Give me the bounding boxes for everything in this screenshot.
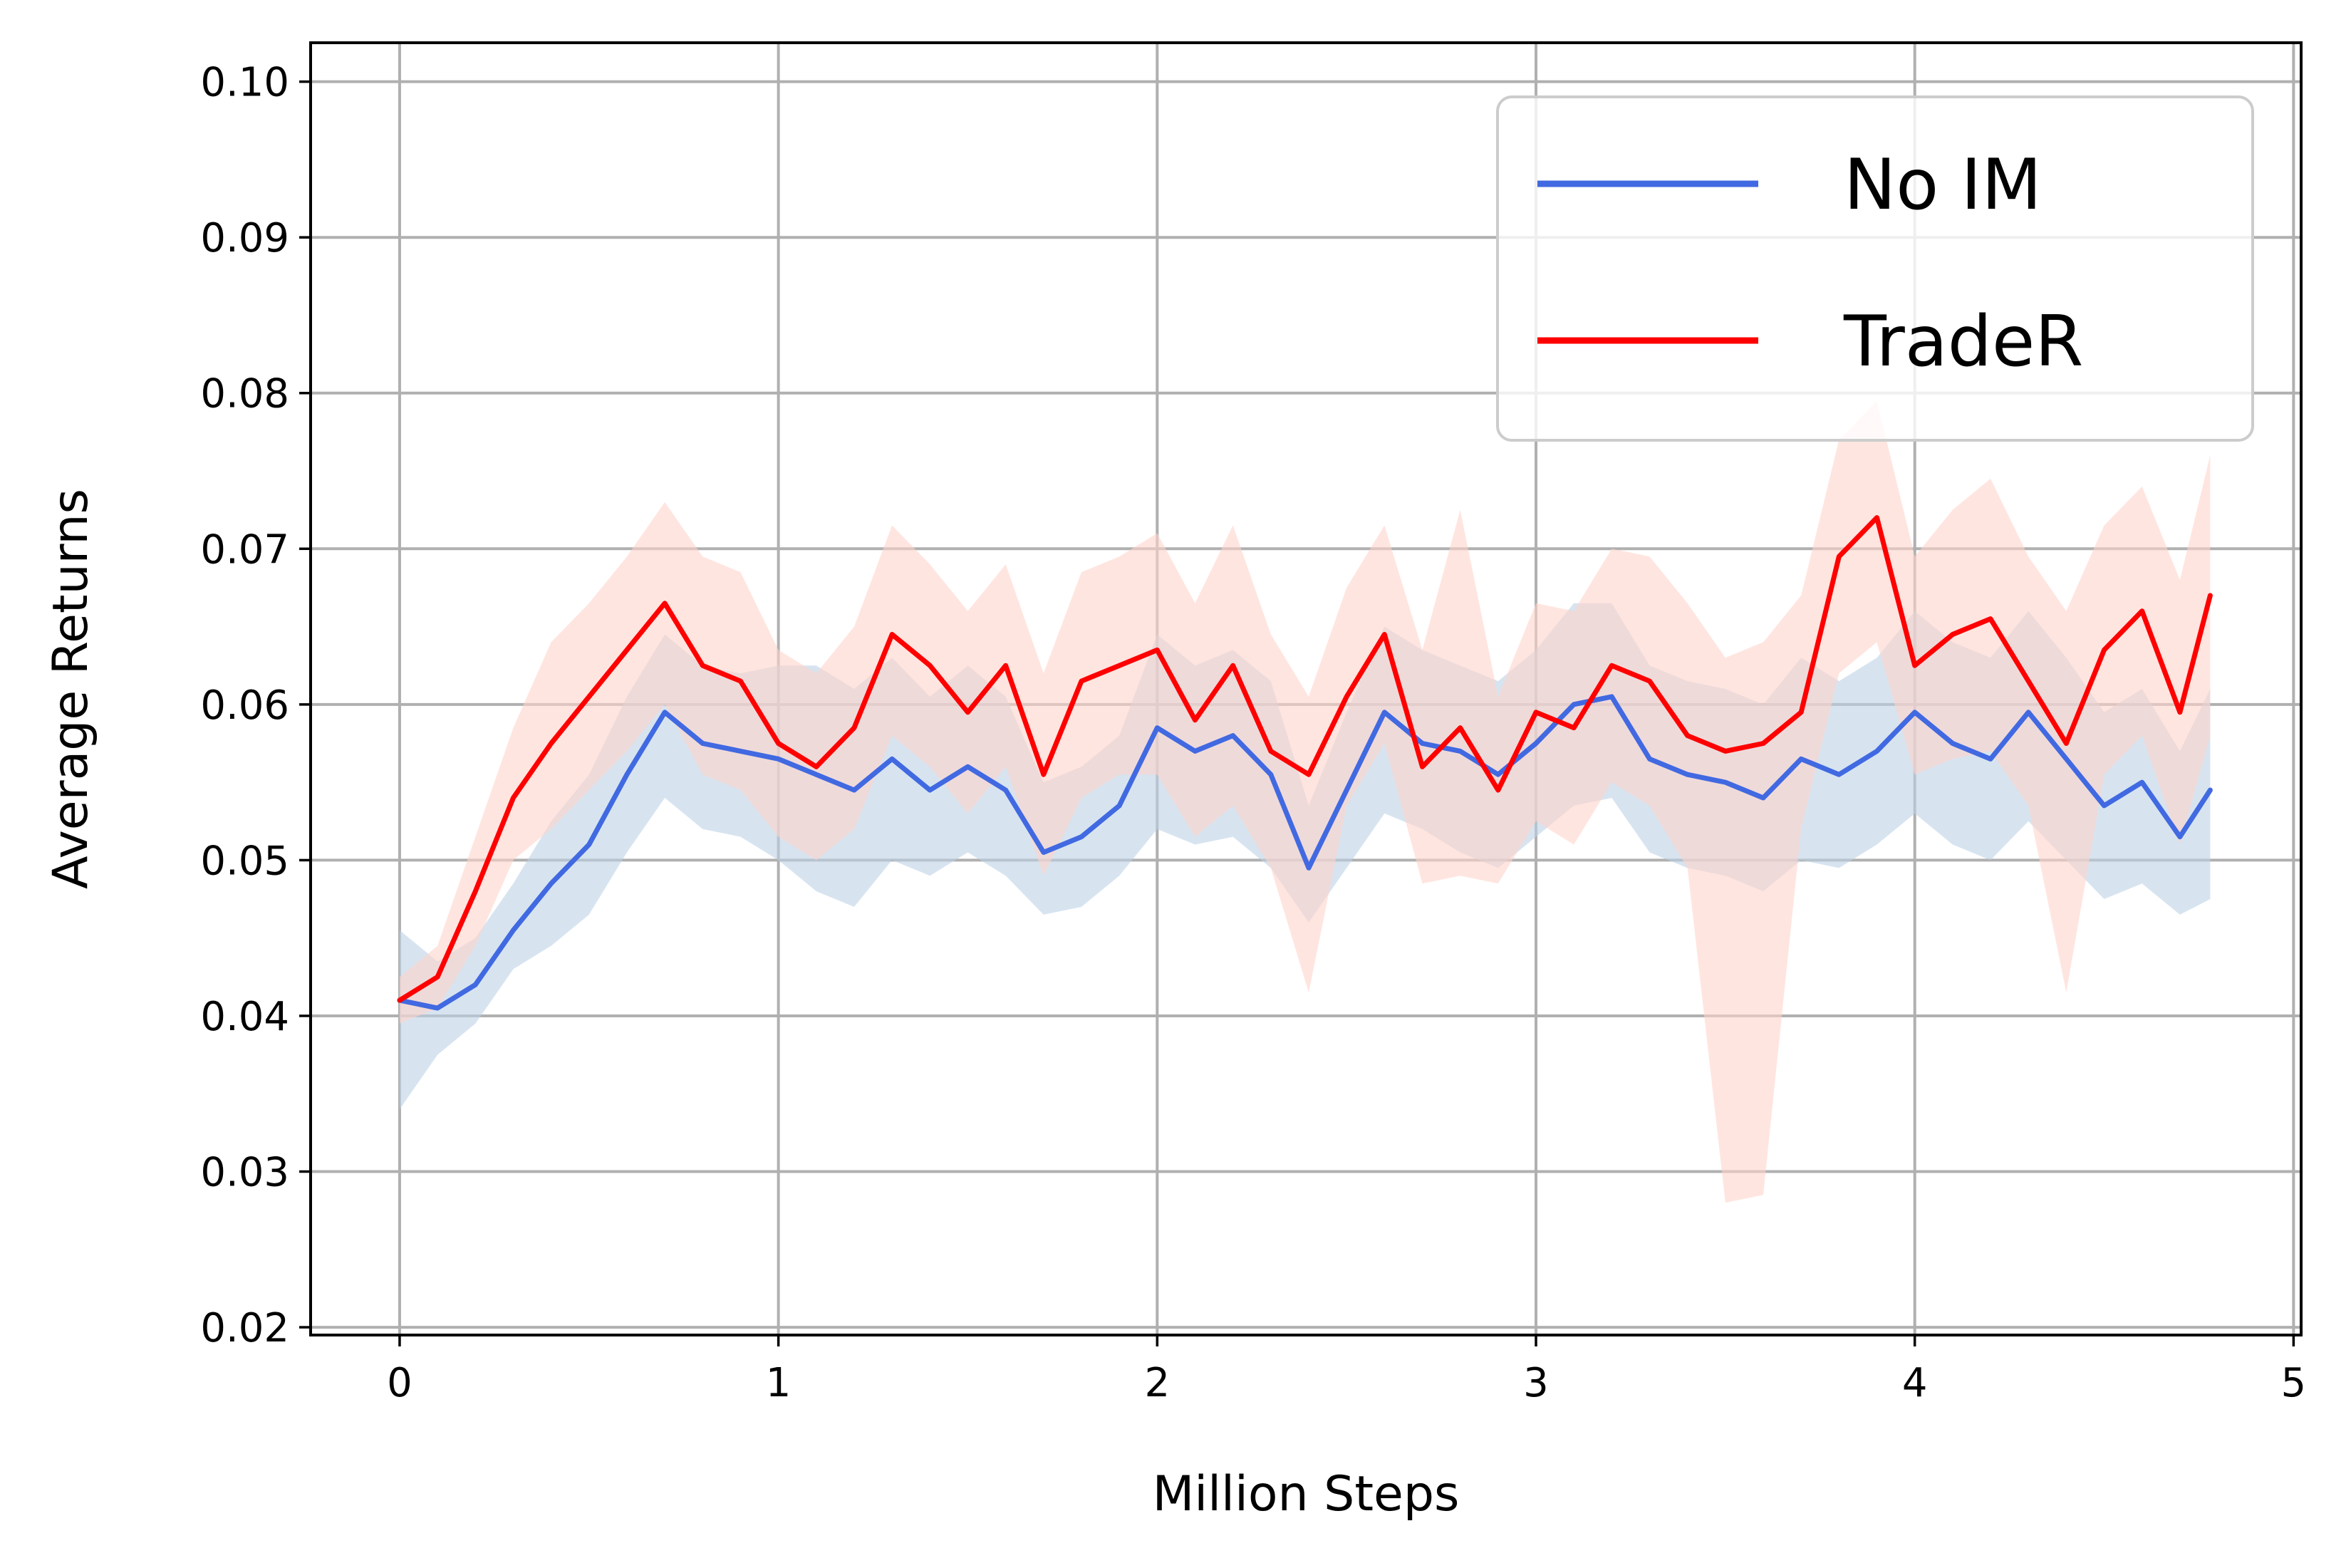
x-tick-label: 2 [1144,1360,1170,1406]
x-tick-label: 3 [1523,1360,1549,1406]
axis-ticks: 0 1 2 3 4 5 0.02 0.03 0.04 0.05 0.06 0.07 0.08 0.09 0.… [200,60,2306,1406]
y-tick-label: 0.03 [200,1150,289,1196]
y-tick-label: 0.07 [200,526,289,573]
y-tick-label: 0.02 [200,1305,289,1351]
confidence-bands [399,400,2211,1203]
y-axis-title: Average Returns [43,489,99,889]
y-tick-label: 0.10 [200,60,289,106]
plot-frame [309,41,2303,1336]
series-lines [397,515,2213,1011]
legend-label-no-im: No IM [1844,145,2042,226]
line-trader [397,515,2213,1003]
legend: No IM TradeR [1496,95,2254,442]
x-axis-title: Million Steps [1153,1466,1460,1522]
x-tick-label: 4 [1902,1360,1928,1406]
line-no-im [397,694,2213,1011]
x-tick-label: 5 [2281,1360,2307,1406]
y-tick-label: 0.09 [200,215,289,261]
x-tick-label: 1 [766,1360,792,1406]
band-trader [399,400,2211,1203]
legend-label-trader: TradeR [1843,301,2083,383]
y-tick-label: 0.04 [200,994,289,1040]
x-tick-label: 0 [387,1360,412,1406]
y-tick-label: 0.05 [200,838,289,884]
y-tick-label: 0.08 [200,371,289,417]
y-tick-label: 0.06 [200,682,289,729]
